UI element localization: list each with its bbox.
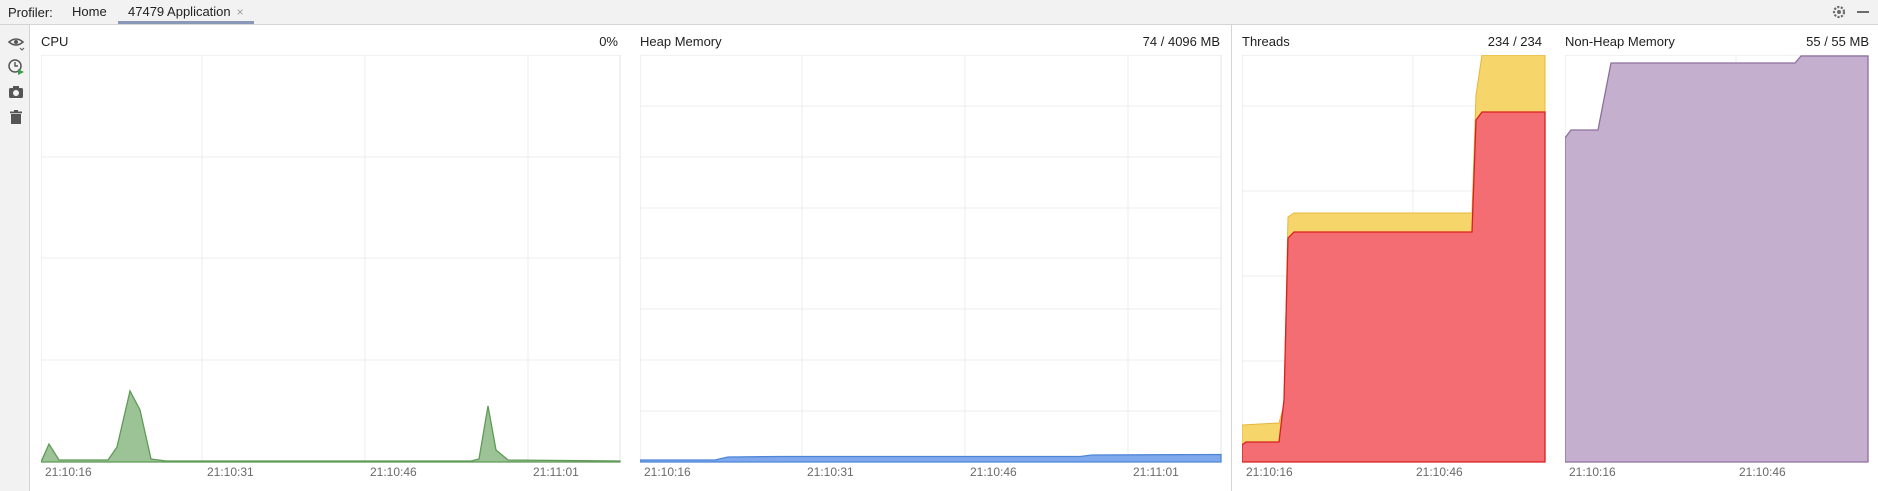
eye-icon[interactable] xyxy=(7,33,25,51)
threads-tick-0: 21:10:16 xyxy=(1246,465,1293,479)
cpu-chart xyxy=(41,55,621,463)
heap-value: 74 / 4096 MB xyxy=(1142,34,1220,49)
cpu-panel: CPU 0% xyxy=(30,25,626,491)
tab-home[interactable]: Home xyxy=(62,0,117,24)
profiler-label: Profiler: xyxy=(8,5,53,20)
threads-title: Threads xyxy=(1242,34,1290,49)
profiler-sidebar xyxy=(0,25,30,491)
threads-tick-1: 21:10:46 xyxy=(1416,465,1463,479)
panel-divider xyxy=(1231,25,1232,491)
heap-tick-0: 21:10:16 xyxy=(644,465,691,479)
cpu-value: 0% xyxy=(599,34,618,49)
heap-tick-2: 21:10:46 xyxy=(970,465,1017,479)
heap-panel: Heap Memory 74 / 4096 MB xyxy=(630,25,1226,491)
cpu-tick-3: 21:11:01 xyxy=(533,465,579,479)
heap-chart xyxy=(640,55,1222,463)
trash-icon[interactable] xyxy=(7,108,25,126)
threads-chart xyxy=(1242,55,1546,463)
clock-play-icon[interactable] xyxy=(7,58,25,76)
nonheap-title: Non-Heap Memory xyxy=(1565,34,1675,49)
gear-icon[interactable] xyxy=(1830,3,1848,21)
cpu-grid xyxy=(41,55,620,462)
profiler-toolbar: Profiler: Home 47479 Application × xyxy=(0,0,1878,25)
heap-tick-3: 21:11:01 xyxy=(1133,465,1179,479)
nonheap-area xyxy=(1565,55,1869,463)
nonheap-value: 55 / 55 MB xyxy=(1806,34,1869,49)
heap-title: Heap Memory xyxy=(640,34,722,49)
heap-area xyxy=(640,453,1222,463)
threads-value: 234 / 234 xyxy=(1487,34,1542,49)
cpu-tick-0: 21:10:16 xyxy=(45,465,92,479)
tab-application-label: 47479 Application xyxy=(128,4,231,19)
nonheap-tick-1: 21:10:46 xyxy=(1739,465,1786,479)
nonheap-chart xyxy=(1565,55,1869,463)
nonheap-tick-0: 21:10:16 xyxy=(1569,465,1616,479)
tab-home-label: Home xyxy=(72,4,107,19)
cpu-area xyxy=(41,389,621,463)
cpu-tick-1: 21:10:31 xyxy=(207,465,254,479)
camera-icon[interactable] xyxy=(7,83,25,101)
heap-tick-1: 21:10:31 xyxy=(807,465,854,479)
tab-application[interactable]: 47479 Application × xyxy=(118,0,254,24)
close-icon[interactable]: × xyxy=(236,5,244,19)
minimize-icon[interactable] xyxy=(1854,3,1872,21)
nonheap-panel: Non-Heap Memory 55 / 55 MB xyxy=(1556,25,1878,491)
cpu-tick-2: 21:10:46 xyxy=(370,465,417,479)
cpu-title: CPU xyxy=(41,34,69,49)
heap-grid xyxy=(640,55,1221,462)
threads-live-area xyxy=(1242,111,1546,463)
threads-panel: Threads 234 / 234 xyxy=(1232,25,1550,491)
